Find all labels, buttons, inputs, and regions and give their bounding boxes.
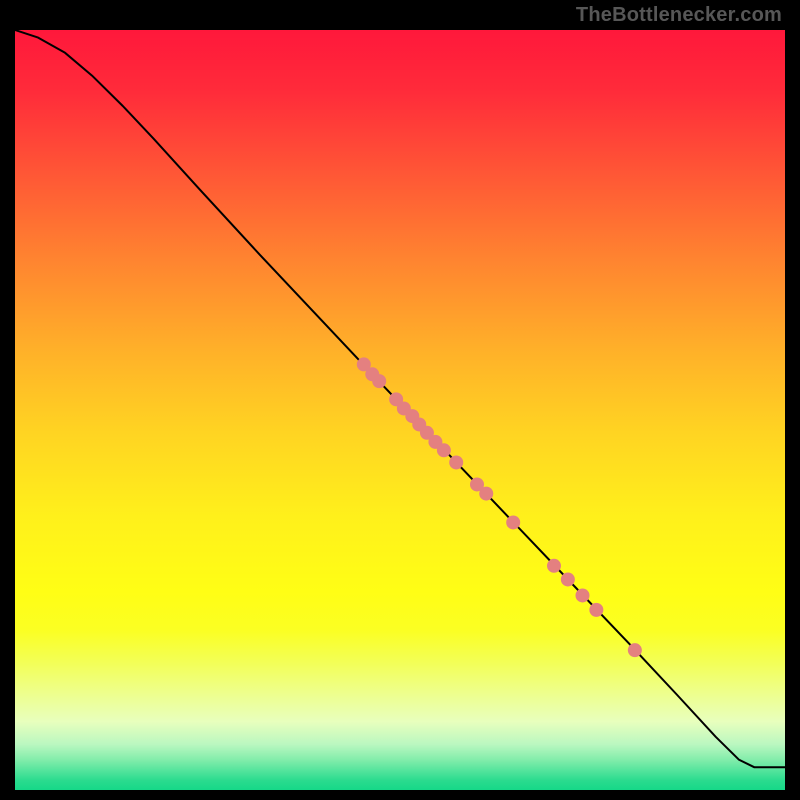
chart-svg xyxy=(15,30,785,790)
data-point xyxy=(628,643,642,657)
data-point xyxy=(589,603,603,617)
data-point xyxy=(561,572,575,586)
data-point xyxy=(547,559,561,573)
data-point xyxy=(372,374,386,388)
watermark-text: TheBottlenecker.com xyxy=(576,4,782,27)
data-point xyxy=(506,515,520,529)
data-point xyxy=(437,443,451,457)
data-point xyxy=(479,487,493,501)
chart-area xyxy=(15,30,785,790)
data-point xyxy=(575,588,589,602)
data-point xyxy=(449,455,463,469)
